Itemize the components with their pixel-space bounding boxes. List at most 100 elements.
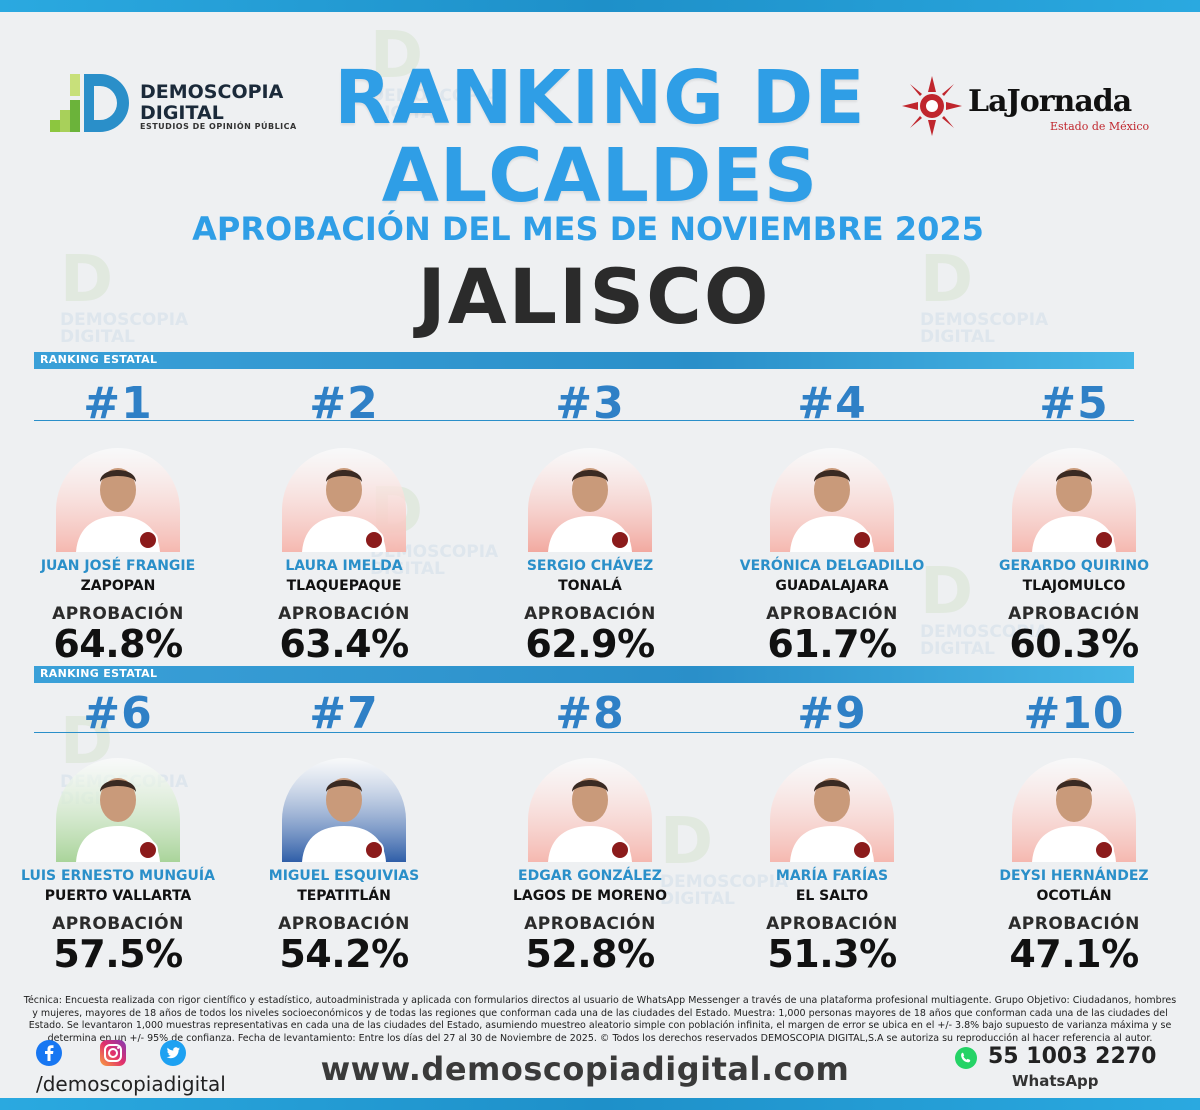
approval-label: APROBACIÓN [524,914,656,934]
ranking-card: #6 LUIS ERNESTO MUNGUÍA PUERTO VALLARTA APR… [18,688,218,988]
approval-label: APROBACIÓN [52,604,184,624]
methodology-note: Técnica: Encuesta realizada con rigor ci… [23,995,1177,1044]
approval-label: APROBACIÓN [1008,604,1140,624]
approval-label: APROBACIÓN [52,914,184,934]
website-link[interactable]: www.demoscopiadigital.com [320,1050,850,1088]
portrait-icon [1012,758,1136,862]
municipality: PUERTO VALLARTA [44,888,192,904]
mayor-photo [770,448,894,552]
ranking-card: #4 VERÓNICA DELGADILLO GUADALAJARA APROBACI… [732,378,932,678]
rank-number: #6 [83,688,153,739]
approval-label: APROBACIÓN [278,604,410,624]
subtitle: APROBACIÓN DEL MES DE NOVIEMBRE 2025 [192,210,984,248]
whatsapp-contact[interactable]: 55 1003 2270 WhatsApp [954,1044,1157,1094]
main-title-line2: ALCALDES [381,133,819,219]
rank-number: #10 [1023,688,1125,739]
approval-label: APROBACIÓN [1008,914,1140,934]
rank-number: #8 [555,688,625,739]
mayor-name: VERÓNICA DELGADILLO [739,558,925,574]
section-label: RANKING ESTATAL [40,353,158,366]
mayor-photo [56,758,180,862]
ranking-card: #10 DEYSI HERNÁNDEZ OCOTLÁN APROBACIÓN 47.1% [974,688,1174,988]
rank-number: #5 [1039,378,1109,429]
portrait-icon [56,448,180,552]
rank-number: #2 [309,378,379,429]
ranking-card: #7 MIGUEL ESQUIVIAS TEPATITLÁN APROBACIÓN 54… [244,688,444,988]
phone-number: 55 1003 2270 [988,1044,1157,1069]
instagram-icon[interactable] [100,1040,126,1066]
ranking-card: #9 MARÍA FARÍAS EL SALTO APROBACIÓN 51.3% [732,688,932,988]
mayor-photo [282,758,406,862]
social-handle[interactable]: /demoscopiadigital [36,1072,226,1096]
rank-number: #7 [309,688,379,739]
mayor-name: EDGAR GONZÁLEZ [518,868,662,884]
mayor-name: MARÍA FARÍAS [775,868,889,884]
municipality: TEPATITLÁN [297,888,391,904]
divider-line [34,420,1134,421]
la-jornada-logo: LaJornada Estado de México [900,74,1149,136]
approval-value: 52.8% [525,932,655,976]
municipality: TLAJOMULCO [1022,578,1126,594]
mayor-photo [282,448,406,552]
municipality: GUADALAJARA [775,578,889,594]
top-border [0,0,1200,12]
portrait-icon [528,758,652,862]
approval-value: 62.9% [525,622,655,666]
demoscopia-d-icon [50,74,129,132]
divider-line [34,732,1134,733]
whatsapp-icon [955,1047,977,1069]
mayor-name: DEYSI HERNÁNDEZ [999,868,1149,884]
mayor-name: SERGIO CHÁVEZ [526,558,654,574]
mayor-photo [56,448,180,552]
municipality: TONALÁ [558,578,622,594]
demoscopia-logo: DEMOSCOPIA DIGITAL ESTUDIOS DE OPINIÓN PÚ… [48,70,296,136]
state-title: JALISCO [417,252,771,341]
approval-value: 60.3% [1009,622,1139,666]
municipality: OCOTLÁN [1036,888,1112,904]
portrait-icon [528,448,652,552]
portrait-icon [282,448,406,552]
rank-number: #3 [555,378,625,429]
approval-value: 47.1% [1009,932,1139,976]
section-label: RANKING ESTATAL [40,667,158,680]
mayor-name: JUAN JOSÉ FRANGIE [40,558,196,574]
municipality: TLAQUEPAQUE [286,578,402,594]
approval-label: APROBACIÓN [766,604,898,624]
section-bar-1: RANKING ESTATAL [34,352,1134,369]
mayor-photo [528,758,652,862]
mayor-photo [770,758,894,862]
approval-label: APROBACIÓN [766,914,898,934]
mayor-photo [1012,758,1136,862]
approval-value: 63.4% [279,622,409,666]
rank-number: #1 [83,378,153,429]
ranking-card: #3 SERGIO CHÁVEZ TONALÁ APROBACIÓN 62.9% [490,378,690,678]
mayor-name: LAURA IMELDA [285,558,403,574]
partner-region: Estado de México [1050,120,1150,133]
main-title-line1: RANKING DE [334,55,866,141]
portrait-icon [282,758,406,862]
municipality: LAGOS DE MORENO [513,888,667,904]
social-links: /demoscopiadigital [36,1040,256,1100]
municipality: ZAPOPAN [80,578,156,594]
mayor-name: MIGUEL ESQUIVIAS [268,868,420,884]
phone-label: WhatsApp [1012,1072,1099,1090]
approval-value: 54.2% [279,932,409,976]
portrait-icon [1012,448,1136,552]
section-bar-2: RANKING ESTATAL [34,666,1134,683]
ranking-card: #8 EDGAR GONZÁLEZ LAGOS DE MORENO APROBACIÓ… [490,688,690,988]
twitter-icon[interactable] [160,1040,186,1066]
ranking-card: #1 JUAN JOSÉ FRANGIE ZAPOPAN APROBACIÓN 64.8… [18,378,218,678]
mayor-photo [528,448,652,552]
mayor-name: LUIS ERNESTO MUNGUÍA [21,868,215,884]
municipality: EL SALTO [795,888,869,904]
facebook-icon[interactable] [36,1040,62,1066]
approval-value: 64.8% [53,622,183,666]
portrait-icon [770,448,894,552]
brand-name: DEMOSCOPIA DIGITAL [140,81,284,124]
mayor-photo [1012,448,1136,552]
approval-value: 61.7% [767,622,897,666]
rank-number: #9 [797,688,867,739]
ranking-card: #5 GERARDO QUIRINO TLAJOMULCO APROBACIÓN 60.… [974,378,1174,678]
bottom-border [0,1098,1200,1110]
approval-value: 57.5% [53,932,183,976]
